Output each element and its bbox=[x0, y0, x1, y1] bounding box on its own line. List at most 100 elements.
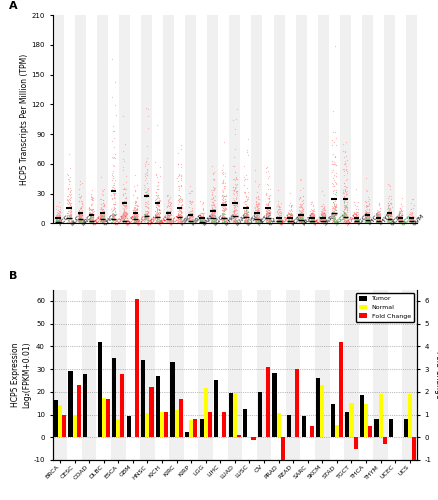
Point bbox=[108, 215, 115, 223]
Point bbox=[242, 206, 249, 214]
Point bbox=[353, 220, 360, 228]
Point bbox=[55, 212, 62, 220]
Point bbox=[330, 153, 337, 161]
Point bbox=[88, 210, 95, 218]
Point bbox=[220, 215, 227, 223]
Point bbox=[385, 200, 392, 208]
Point bbox=[310, 212, 317, 220]
Point bbox=[97, 220, 104, 228]
Point bbox=[85, 217, 92, 225]
Point bbox=[264, 203, 271, 211]
Point bbox=[341, 219, 348, 227]
Point bbox=[111, 190, 118, 198]
Point bbox=[274, 216, 281, 224]
Point bbox=[220, 194, 227, 202]
Point bbox=[365, 201, 372, 209]
Point bbox=[88, 218, 95, 226]
Point bbox=[153, 194, 160, 202]
Point bbox=[252, 192, 259, 200]
Point bbox=[199, 216, 206, 224]
Point bbox=[131, 206, 138, 214]
Point bbox=[406, 215, 413, 223]
Point bbox=[133, 218, 140, 226]
Point bbox=[409, 214, 416, 222]
Point bbox=[331, 210, 338, 218]
Point bbox=[266, 186, 273, 194]
Point bbox=[396, 204, 403, 212]
Point bbox=[240, 218, 247, 226]
Point bbox=[340, 198, 347, 205]
Point bbox=[405, 217, 412, 225]
Point bbox=[152, 217, 159, 225]
Point bbox=[231, 168, 238, 176]
Point bbox=[208, 216, 215, 224]
Point bbox=[340, 218, 347, 226]
Point bbox=[186, 218, 193, 226]
Point bbox=[253, 216, 260, 224]
Point bbox=[266, 207, 273, 215]
Point bbox=[67, 218, 74, 226]
Point bbox=[75, 212, 82, 220]
Point bbox=[232, 199, 239, 207]
Point bbox=[120, 205, 127, 213]
Point bbox=[242, 203, 249, 211]
Point bbox=[275, 218, 282, 226]
Legend: Tumor, Normal, Fold Change: Tumor, Normal, Fold Change bbox=[355, 292, 413, 322]
Point bbox=[67, 218, 74, 226]
Point bbox=[134, 210, 141, 218]
Point bbox=[398, 202, 405, 209]
Point bbox=[251, 218, 258, 226]
Point bbox=[353, 216, 360, 224]
Point bbox=[274, 216, 281, 224]
Point bbox=[274, 219, 281, 227]
Point bbox=[295, 217, 302, 225]
Point bbox=[343, 156, 350, 164]
Bar bbox=[112, 358, 116, 438]
Point bbox=[176, 214, 183, 222]
Point bbox=[132, 218, 139, 226]
Point bbox=[262, 212, 269, 220]
Point bbox=[196, 218, 203, 226]
Point bbox=[244, 216, 251, 224]
Point bbox=[218, 169, 225, 177]
Point bbox=[307, 217, 314, 225]
Point bbox=[362, 216, 369, 224]
Point bbox=[286, 210, 293, 218]
Point bbox=[277, 218, 284, 226]
Point bbox=[99, 218, 106, 226]
Point bbox=[99, 216, 106, 224]
Point bbox=[99, 214, 106, 222]
Point bbox=[262, 200, 269, 208]
Point bbox=[394, 219, 401, 227]
Bar bbox=[102, 398, 106, 438]
Point bbox=[309, 215, 316, 223]
Point bbox=[363, 215, 370, 223]
Point bbox=[66, 218, 73, 226]
Point bbox=[339, 217, 346, 225]
Point bbox=[340, 198, 347, 206]
Point bbox=[164, 216, 171, 224]
Point bbox=[343, 170, 350, 177]
Point bbox=[277, 218, 284, 226]
Point bbox=[154, 180, 161, 188]
Point bbox=[318, 217, 325, 225]
Point bbox=[165, 207, 172, 215]
Point bbox=[75, 206, 82, 214]
Point bbox=[110, 182, 117, 190]
Point bbox=[133, 206, 140, 214]
Point bbox=[353, 214, 360, 222]
Point bbox=[275, 214, 282, 222]
Point bbox=[152, 219, 159, 227]
Point bbox=[383, 204, 390, 212]
Point bbox=[342, 216, 349, 224]
Point bbox=[165, 219, 172, 227]
Point bbox=[352, 218, 359, 226]
Point bbox=[254, 206, 261, 214]
Point bbox=[210, 184, 217, 192]
Point bbox=[407, 212, 414, 220]
Point bbox=[197, 216, 204, 224]
Point bbox=[275, 219, 282, 227]
Point bbox=[108, 94, 115, 102]
Point bbox=[133, 204, 140, 212]
Point bbox=[285, 219, 292, 227]
